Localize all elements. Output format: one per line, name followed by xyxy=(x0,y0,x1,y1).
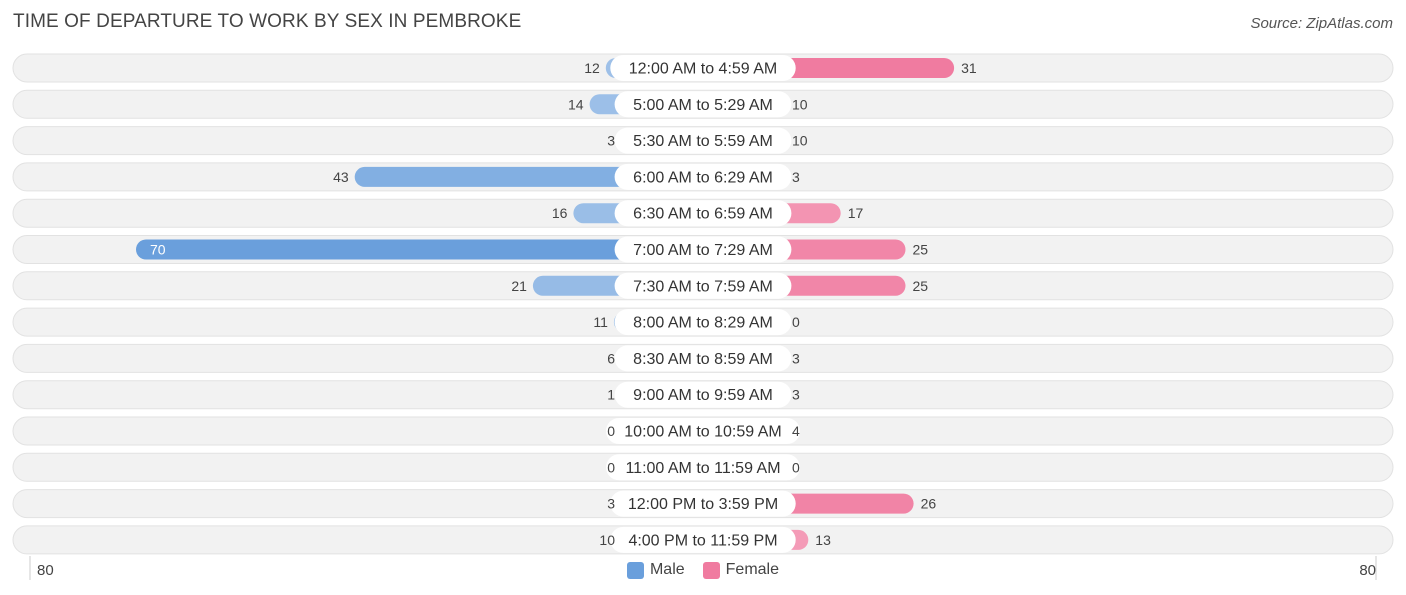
category-label: 7:00 AM to 7:29 AM xyxy=(633,242,773,259)
category-label-bg xyxy=(614,91,792,118)
female-value-label: 26 xyxy=(921,496,937,512)
category-label: 12:00 PM to 3:59 PM xyxy=(628,496,778,513)
female-value-label: 25 xyxy=(913,278,929,294)
female-value-label: 13 xyxy=(815,532,831,548)
category-label-bg xyxy=(614,272,792,299)
male-value-label: 70 xyxy=(150,242,166,258)
category-label: 10:00 AM to 10:59 AM xyxy=(624,424,781,441)
legend-label-male: Male xyxy=(649,561,685,578)
legend-swatch-male xyxy=(626,561,644,579)
female-value-label: 0 xyxy=(792,314,800,330)
female-value-label: 4 xyxy=(792,423,800,439)
female-value-label: 10 xyxy=(792,133,808,149)
male-value-label: 1 xyxy=(607,387,615,403)
category-label-bg xyxy=(614,236,792,263)
legend-swatch-female xyxy=(702,561,720,579)
category-label-bg xyxy=(606,454,800,481)
male-value-label: 0 xyxy=(607,459,615,475)
male-value-label: 3 xyxy=(607,496,615,512)
category-label: 5:00 AM to 5:29 AM xyxy=(633,97,773,114)
female-value-label: 3 xyxy=(792,350,800,366)
male-value-label: 3 xyxy=(607,133,615,149)
category-label: 11:00 AM to 11:59 AM xyxy=(625,460,780,477)
female-value-label: 3 xyxy=(792,169,800,185)
category-label-bg xyxy=(614,345,792,372)
category-label-bg xyxy=(610,526,796,553)
axis-min-label: 80 xyxy=(37,562,54,579)
male-value-label: 10 xyxy=(599,532,615,548)
category-label: 9:00 AM to 9:59 AM xyxy=(633,387,773,404)
female-value-label: 10 xyxy=(792,96,808,112)
male-value-label: 16 xyxy=(552,205,568,221)
category-label: 8:00 AM to 8:29 AM xyxy=(633,315,773,332)
chart-title: TIME OF DEPARTURE TO WORK BY SEX IN PEMB… xyxy=(13,11,522,32)
male-value-label: 21 xyxy=(511,278,527,294)
female-value-label: 3 xyxy=(792,387,800,403)
legend-item-male: Male xyxy=(626,561,685,579)
category-label-bg xyxy=(610,490,796,517)
category-label: 7:30 AM to 7:59 AM xyxy=(633,278,773,295)
legend-item-female: Female xyxy=(702,561,780,579)
female-value-label: 0 xyxy=(792,459,800,475)
legend: Male Female xyxy=(0,561,1406,579)
male-value-label: 14 xyxy=(568,96,584,112)
male-value-label: 12 xyxy=(584,60,600,76)
category-label: 8:30 AM to 8:59 AM xyxy=(633,351,773,368)
female-value-label: 17 xyxy=(848,205,864,221)
male-value-label: 11 xyxy=(593,314,608,330)
category-label: 6:00 AM to 6:29 AM xyxy=(633,169,773,186)
male-bar xyxy=(136,239,703,260)
male-value-label: 6 xyxy=(607,350,615,366)
category-label: 12:00 AM to 4:59 AM xyxy=(629,61,778,78)
category-label-bg xyxy=(606,418,800,444)
category-label: 6:30 AM to 6:59 AM xyxy=(633,206,773,223)
category-label-bg xyxy=(614,127,792,154)
female-value-label: 31 xyxy=(961,60,977,76)
legend-label-female: Female xyxy=(725,561,780,578)
female-value-label: 25 xyxy=(913,242,929,258)
category-label: 5:30 AM to 5:59 AM xyxy=(633,133,773,150)
axis-max-label: 80 xyxy=(1359,562,1376,579)
category-label-bg xyxy=(614,309,792,336)
category-label-bg xyxy=(614,200,792,227)
category-label: 4:00 PM to 11:59 PM xyxy=(628,532,777,549)
male-value-label: 43 xyxy=(333,169,349,185)
source-label: Source: ZipAtlas.com xyxy=(1250,15,1393,32)
category-label-bg xyxy=(610,55,796,81)
category-label-bg xyxy=(614,163,792,190)
male-value-label: 0 xyxy=(607,423,615,439)
category-label-bg xyxy=(614,381,792,408)
